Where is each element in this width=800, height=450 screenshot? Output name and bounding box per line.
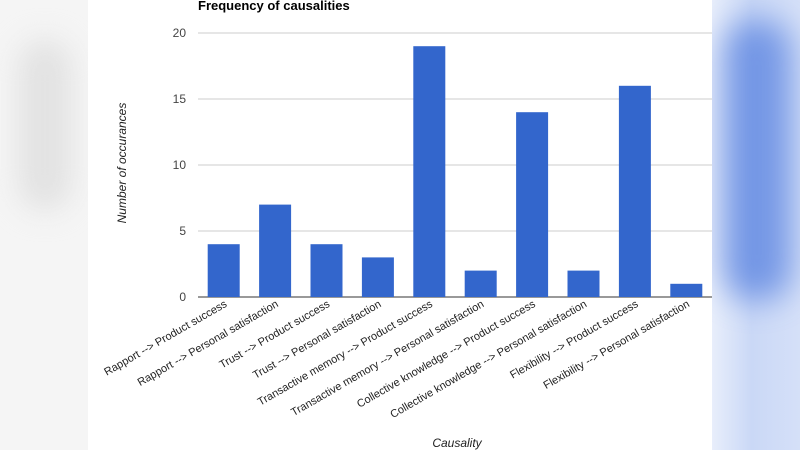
y-axis-label: Number of occurances: [115, 103, 129, 224]
bars: [207, 46, 703, 298]
bar: [413, 46, 446, 298]
right-blurred-shape: [722, 20, 792, 300]
bar: [259, 204, 292, 297]
y-tick-label: 0: [179, 290, 186, 304]
bar: [567, 270, 600, 297]
chart-background: [88, 0, 712, 450]
x-axis-label: Causality: [432, 436, 482, 450]
chart-title: Frequency of causalities: [198, 0, 350, 13]
bar: [670, 283, 703, 297]
x-category-label: Transactive memory --> Personal satisfac…: [289, 298, 486, 419]
bar: [207, 244, 240, 297]
bar: [618, 85, 651, 297]
bar: [464, 270, 497, 297]
bar: [361, 257, 394, 297]
left-blurred-shape: [18, 40, 72, 210]
bar: [310, 244, 343, 297]
y-tick-label: 10: [173, 158, 187, 172]
y-tick-label: 5: [179, 224, 186, 238]
y-tick-label: 20: [173, 26, 187, 40]
y-axis-ticks: 0 5 10 15 20: [173, 26, 187, 304]
y-tick-label: 15: [173, 92, 187, 106]
bar: [516, 112, 549, 297]
